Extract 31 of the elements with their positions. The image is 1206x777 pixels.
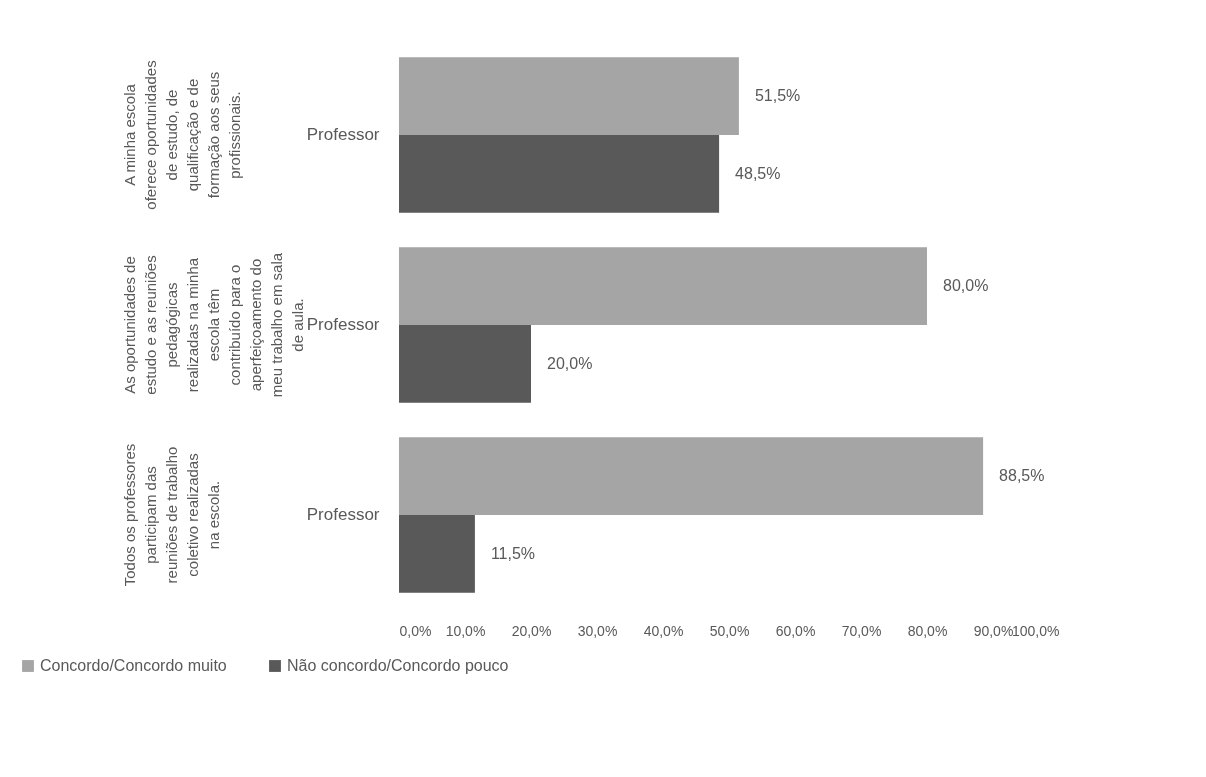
bar <box>399 325 531 403</box>
x-tick-label: 60,0% <box>775 622 816 639</box>
x-tick-label: 0,0% <box>399 622 432 639</box>
x-tick-label: 70,0% <box>841 622 882 639</box>
data-label: 11,5% <box>490 544 536 562</box>
data-label: 48,5% <box>735 164 781 182</box>
data-label: 88,5% <box>999 467 1045 485</box>
x-tick-label: 10,0% <box>445 622 486 639</box>
text: As oportunidades de estudo e as reuniões pedagógicas realizadas na minha escola têm contribuído para o aperfeiçoamento do meu trabalho em sala de aula. <box>121 252 306 398</box>
x-tick-label: 50,0% <box>709 622 750 639</box>
bar <box>399 515 475 593</box>
x-tick-label: 80,0% <box>907 622 948 639</box>
x-tick-label: 100,0% <box>1012 622 1060 639</box>
legend-label: Não concordo/Concordo pouco <box>287 657 509 674</box>
text: Todos os professores participam das reuniões de trabalho coletivo realizadas na escola. <box>121 443 222 587</box>
text: A minha escola oferece oportunidades de estudo, de qualificação e de formação aos seus profissionais. <box>121 60 243 210</box>
y-tick-label: Professor <box>306 505 380 524</box>
data-label: 20,0% <box>547 354 593 372</box>
x-tick-label: 40,0% <box>643 622 684 639</box>
data-label: 80,0% <box>943 277 989 295</box>
x-tick-label: 90,0% <box>973 622 1014 639</box>
y-tick-label: Professor <box>306 125 380 144</box>
legend-label: Concordo/Concordo muito <box>40 657 227 674</box>
bar <box>399 57 739 135</box>
x-tick-label: 20,0% <box>511 622 552 639</box>
y-tick-label: Professor <box>306 315 380 334</box>
bar <box>399 437 984 515</box>
bar <box>399 135 720 213</box>
x-tick-label: 30,0% <box>577 622 618 639</box>
bar <box>399 247 927 325</box>
data-label: 51,5% <box>754 87 801 105</box>
